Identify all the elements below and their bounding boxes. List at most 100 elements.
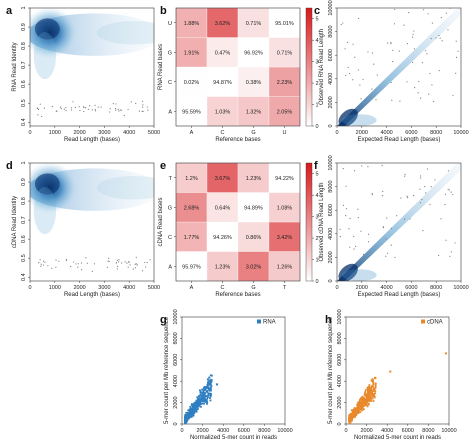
- outlier-point: [59, 106, 62, 108]
- data-point: [208, 392, 211, 395]
- data-point: [209, 380, 211, 383]
- data-point: [374, 386, 377, 389]
- outlier-point: [367, 166, 369, 168]
- density-peak: [34, 18, 60, 40]
- data-point: [199, 400, 201, 403]
- outlier-point: [128, 261, 130, 263]
- x-tick-label: 4000: [380, 130, 392, 136]
- data-point: [209, 386, 212, 389]
- outlier-point: [55, 259, 57, 261]
- outlier-point: [55, 266, 57, 268]
- cell-label: 95.01%: [275, 21, 294, 27]
- data-point: [362, 404, 365, 407]
- cell-label: 0.86%: [246, 235, 262, 241]
- outlier-point: [342, 168, 344, 170]
- outlier-point: [373, 63, 375, 65]
- x-tick-label: 6000: [405, 130, 417, 136]
- x-tick-label: 0: [344, 428, 347, 434]
- outlier-point: [108, 260, 110, 263]
- data-point: [350, 417, 352, 420]
- outlier-point: [454, 242, 456, 244]
- outlier-point: [391, 99, 393, 101]
- density-layer: [337, 8, 461, 126]
- data-point: [186, 411, 189, 414]
- data-point: [202, 392, 204, 394]
- cell-label: 1.03%: [215, 109, 231, 115]
- y-tick-label: 1: [21, 161, 27, 164]
- panel-e: e 95.97% 1.23% 3.02% 1.26% 1.77% 94.26% 0.86% 3.…: [158, 160, 319, 298]
- data-point: [372, 381, 375, 384]
- data-point: [193, 404, 196, 407]
- outlier-point: [414, 86, 416, 89]
- outlier-point: [359, 84, 361, 86]
- data-point: [363, 397, 366, 400]
- outlier-point: [433, 100, 435, 103]
- outlier-point: [352, 79, 354, 81]
- outlier-point: [91, 270, 93, 272]
- colorbar-tick-label: 2: [316, 236, 319, 242]
- data-point: [372, 395, 375, 398]
- x-tick-label: 0: [28, 130, 31, 136]
- colorbar-tick-label: 2: [316, 81, 319, 87]
- outlier-point: [386, 217, 388, 219]
- data-point: [360, 408, 363, 411]
- outlier-point: [47, 265, 49, 267]
- x-tick-label: 4000: [381, 428, 393, 434]
- y-axis-label: 5-mer count per Mb reference sequence: [164, 316, 170, 424]
- data-point: [208, 397, 211, 400]
- data-point: [348, 420, 351, 422]
- data-point: [368, 393, 371, 396]
- y-tick-label: 8000: [328, 180, 334, 192]
- heatmap-cell: [237, 66, 270, 97]
- data-point: [371, 393, 374, 396]
- data-point: [198, 397, 200, 400]
- data-point: [195, 399, 198, 402]
- x-tick-label: 0: [335, 285, 338, 291]
- colorbar-tick-label: 5: [316, 172, 319, 178]
- outlier-point: [406, 196, 409, 199]
- data-point: [348, 422, 351, 425]
- outlier-point: [65, 258, 67, 261]
- y-axis-label: cDNA Read bases: [158, 197, 164, 246]
- y-tick-label: 0.5: [21, 254, 27, 262]
- data-point: [372, 383, 375, 386]
- data-point: [444, 352, 447, 355]
- outlier-point: [450, 251, 453, 253]
- data-point: [196, 403, 199, 406]
- outlier-point: [58, 260, 60, 262]
- data-point: [364, 404, 366, 407]
- outlier-point: [348, 228, 350, 230]
- data-point: [191, 405, 194, 408]
- data-point: [207, 394, 210, 397]
- data-point: [358, 401, 361, 404]
- data-point: [196, 408, 199, 410]
- outlier-point: [89, 105, 91, 107]
- data-point: [359, 403, 361, 405]
- outlier-point: [117, 108, 119, 110]
- y-tick-label: 10000: [337, 309, 343, 324]
- outlier-point: [94, 110, 97, 112]
- data-point: [206, 384, 209, 386]
- outlier-point: [455, 40, 457, 42]
- data-point: [368, 400, 371, 402]
- data-point: [361, 403, 364, 406]
- outlier-point: [342, 22, 344, 24]
- data-point: [200, 391, 203, 394]
- data-point: [352, 411, 355, 414]
- data-point: [208, 383, 211, 386]
- colorbar: [305, 162, 313, 282]
- outlier-point: [138, 110, 141, 112]
- density-lower: [33, 31, 57, 80]
- y-tick-label: 4000: [173, 375, 179, 387]
- data-point: [363, 401, 366, 404]
- x-axis-label: Normalized 5-mer count in reads: [354, 435, 441, 441]
- data-point: [184, 417, 187, 420]
- panel-label-f: f: [314, 160, 318, 172]
- data-point: [368, 388, 371, 390]
- data-point: [359, 402, 362, 404]
- outlier-point: [80, 262, 83, 264]
- outlier-point: [42, 264, 44, 266]
- cell-label: 1.26%: [277, 264, 293, 270]
- outlier-point: [107, 260, 109, 262]
- outlier-point: [97, 106, 99, 108]
